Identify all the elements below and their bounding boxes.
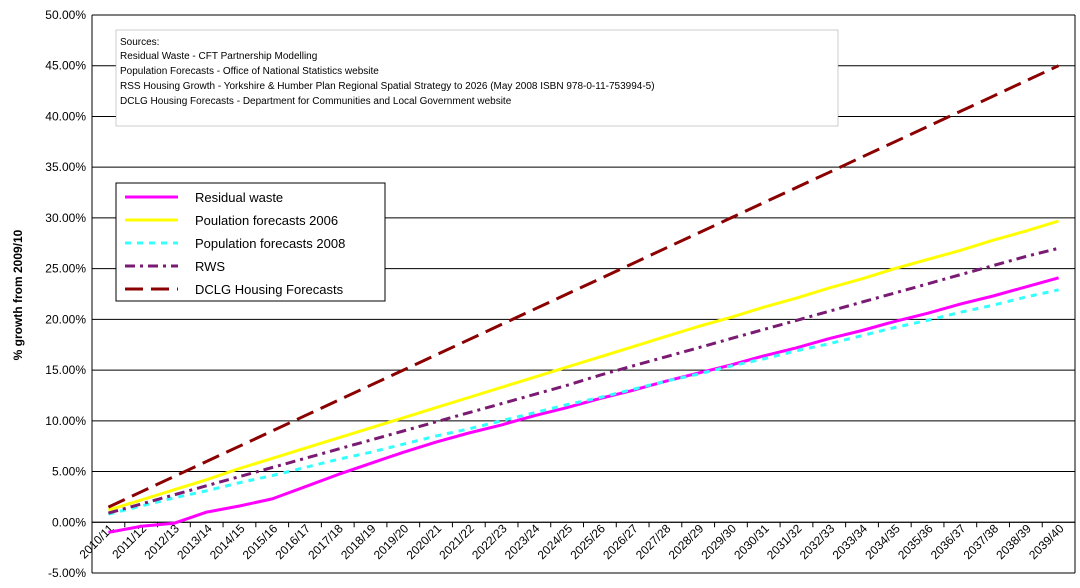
series-line-2 — [107, 219, 1060, 512]
y-tick-label: -5.00% — [48, 566, 86, 580]
y-tick-label: 35.00% — [45, 160, 86, 174]
sources-line-2: Population Forecasts - Office of Nationa… — [120, 66, 379, 77]
sources-box: Sources: Residual Waste - CFT Partnershi… — [115, 29, 839, 127]
y-tick-label: 50.00% — [45, 8, 86, 22]
y-tick-labels: -5.00% 0.00% 5.00% 10.00% 15.00% 20.00% 25.00%… — [45, 8, 86, 580]
y-tick-label: 45.00% — [45, 59, 86, 73]
sources-line-3: RSS Housing Growth - Yorkshire & Humber … — [120, 81, 655, 92]
sources-heading: Sources: — [120, 37, 159, 48]
y-tick-label: 15.00% — [45, 363, 86, 377]
series-line-1 — [108, 276, 1060, 534]
series-line-4 — [107, 246, 1059, 515]
y-tick-label: 10.00% — [45, 414, 86, 428]
legend-label: Residual waste — [195, 190, 283, 205]
legend-box — [115, 182, 386, 302]
legend-label: Population forecasts 2008 — [195, 236, 345, 251]
series-line-5 — [107, 64, 1060, 509]
y-tick-label: 0.00% — [52, 515, 86, 529]
sources-line-1: Residual Waste - CFT Partnership Modelli… — [120, 51, 317, 62]
sources-line-4: DCLG Housing Forecasts - Department for … — [120, 96, 512, 107]
series-lines — [107, 64, 1060, 534]
y-tick-label: 20.00% — [45, 312, 86, 326]
legend-label: RWS — [195, 259, 225, 274]
y-tick-label: 30.00% — [45, 211, 86, 225]
y-axis-label: % growth from 2009/10 — [11, 229, 25, 360]
y-tick-label: 5.00% — [52, 465, 86, 479]
legend-items: Residual waste Poulation forecasts 2006 Po… — [125, 190, 345, 297]
y-tick-label: 40.00% — [45, 109, 86, 123]
legend-label: Poulation forecasts 2006 — [195, 213, 338, 228]
y-tick-label: 25.00% — [45, 262, 86, 276]
legend: Residual waste Poulation forecasts 2006 Po… — [115, 182, 386, 302]
axes — [91, 15, 1076, 573]
legend-label: DCLG Housing Forecasts — [195, 282, 344, 297]
